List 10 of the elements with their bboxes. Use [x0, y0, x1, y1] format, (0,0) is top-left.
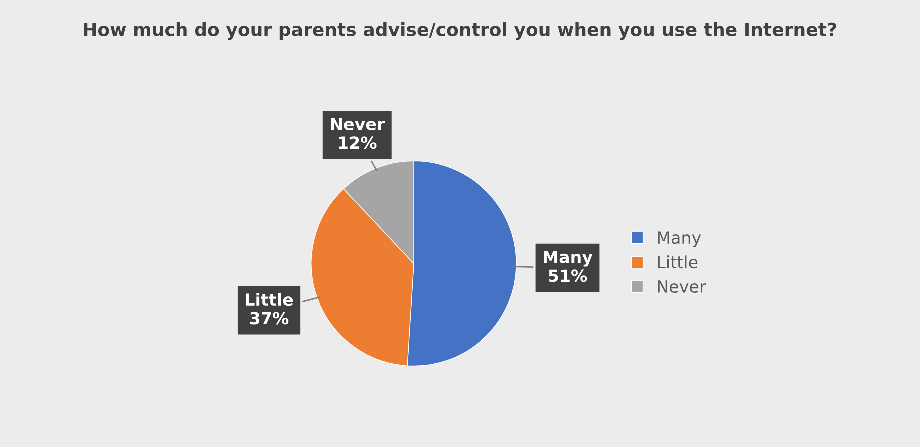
data-label: 51%: [549, 270, 588, 282]
slice-label: Many: [544, 251, 593, 267]
data-label: 37%: [250, 312, 289, 325]
data-label: 12%: [339, 136, 377, 150]
legend-label: Never: [658, 280, 706, 294]
legend-label: Many: [658, 232, 702, 248]
legend-label: Little: [658, 256, 698, 269]
slice-label: Never: [331, 118, 386, 131]
chart-title: How much do your parents advise/control you when you use the Internet?: [84, 22, 836, 40]
slice-label: Little: [246, 293, 294, 306]
